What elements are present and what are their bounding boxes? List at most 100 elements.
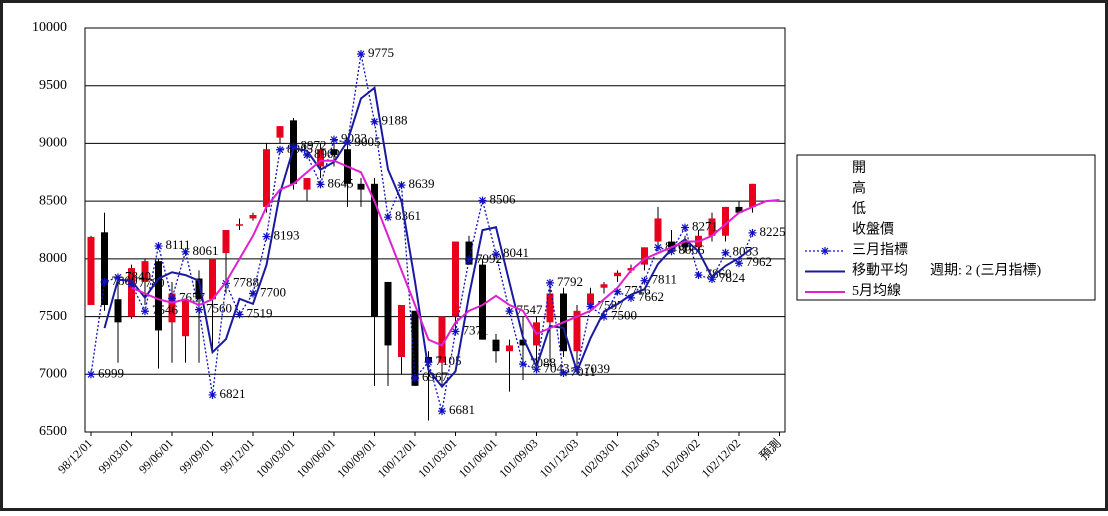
- y-tick-label: 7000: [39, 367, 67, 382]
- series-line: [103, 85, 754, 389]
- marker: [424, 358, 433, 367]
- y-tick-label: 6500: [39, 424, 67, 439]
- candle-body: [371, 183, 378, 317]
- legend-label: 移動平均: [852, 263, 908, 279]
- candle-body: [492, 339, 500, 352]
- value-label: 7500: [611, 308, 637, 323]
- value-label: 7039: [584, 361, 610, 376]
- candle-body: [290, 120, 297, 184]
- y-tick-label: 8000: [39, 251, 67, 266]
- candle-body: [722, 206, 729, 236]
- marker: [168, 294, 176, 303]
- marker: [465, 255, 473, 264]
- y-tick-label: 9500: [39, 78, 67, 93]
- legend-label: 5月均線: [852, 283, 901, 299]
- candle-body: [236, 224, 243, 226]
- marker: [532, 365, 541, 374]
- value-label: 7546: [152, 302, 179, 317]
- value-label: 8061: [193, 243, 219, 258]
- marker: [492, 250, 500, 259]
- y-tick-label: 10000: [32, 20, 67, 35]
- value-label: 8041: [503, 245, 529, 260]
- candle-body: [384, 281, 392, 346]
- candle-body: [398, 305, 405, 357]
- value-label: 9775: [368, 45, 394, 60]
- value-label: 7587: [598, 298, 625, 313]
- marker: [235, 310, 244, 319]
- value-label: 7519: [247, 305, 273, 320]
- candle-body: [546, 293, 554, 323]
- marker: [519, 360, 527, 369]
- marker: [330, 135, 338, 144]
- marker: [370, 117, 379, 126]
- value-label: 7992: [476, 251, 502, 266]
- marker: [384, 213, 392, 222]
- value-label: 9005: [355, 134, 381, 149]
- marker: [721, 248, 730, 257]
- value-label: 7700: [260, 284, 286, 299]
- value-label: 8193: [274, 228, 300, 243]
- value-label: 7657: [179, 289, 206, 304]
- candle-body: [654, 218, 662, 242]
- value-label: 8271: [692, 219, 718, 234]
- value-label: 7105: [436, 353, 462, 368]
- legend-box: [796, 154, 1096, 301]
- marker: [289, 142, 298, 151]
- annotation: 週期: 2 (三月指標): [930, 263, 1042, 279]
- marker: [154, 242, 163, 251]
- marker: [397, 181, 406, 190]
- value-label: 8361: [395, 208, 421, 223]
- marker: [100, 277, 109, 286]
- candle-body: [411, 310, 419, 386]
- candle-body: [128, 268, 135, 317]
- value-label: 6999: [98, 365, 124, 380]
- marker: [316, 180, 325, 189]
- marker: [821, 247, 829, 255]
- marker: [262, 232, 271, 241]
- y-tick-label: 9000: [39, 136, 67, 151]
- marker: [303, 150, 311, 159]
- candle-body: [330, 149, 338, 155]
- marker: [438, 407, 446, 416]
- marker: [681, 223, 689, 232]
- candle-body: [519, 339, 527, 346]
- value-label: 8639: [409, 176, 435, 191]
- candle-body: [276, 126, 284, 138]
- candle-body: [600, 284, 608, 288]
- value-label: 7371: [463, 322, 489, 337]
- marker: [276, 145, 284, 154]
- candle-body: [114, 299, 122, 323]
- value-label: 8972: [301, 138, 327, 153]
- candle-body: [587, 293, 594, 306]
- value-label: 6967: [422, 369, 449, 384]
- value-label: 7824: [719, 270, 746, 285]
- candle-body: [708, 218, 716, 236]
- candle-body: [573, 310, 581, 352]
- legend-label: 收盤價: [852, 221, 894, 238]
- value-label: 8225: [760, 224, 786, 239]
- marker: [195, 305, 203, 314]
- value-label: 7811: [652, 272, 678, 287]
- marker: [694, 271, 703, 280]
- value-label: 7560: [206, 301, 232, 316]
- candle-body: [195, 278, 203, 300]
- marker: [654, 243, 662, 252]
- candle-body: [141, 261, 149, 282]
- value-label: 7788: [233, 274, 259, 289]
- series-line: [131, 159, 780, 347]
- value-label: 6681: [449, 402, 475, 417]
- candle-body: [249, 214, 257, 219]
- value-label: 8066: [679, 242, 706, 257]
- marker: [667, 247, 676, 256]
- candle-body: [668, 241, 675, 248]
- marker: [627, 293, 635, 302]
- value-label: 7840: [125, 268, 151, 283]
- marker: [478, 196, 487, 205]
- candle-body: [87, 236, 95, 306]
- marker: [748, 228, 757, 237]
- candle-body: [303, 178, 311, 190]
- candle-body: [155, 261, 162, 331]
- value-label: 8645: [328, 175, 354, 190]
- candle-body: [479, 264, 486, 340]
